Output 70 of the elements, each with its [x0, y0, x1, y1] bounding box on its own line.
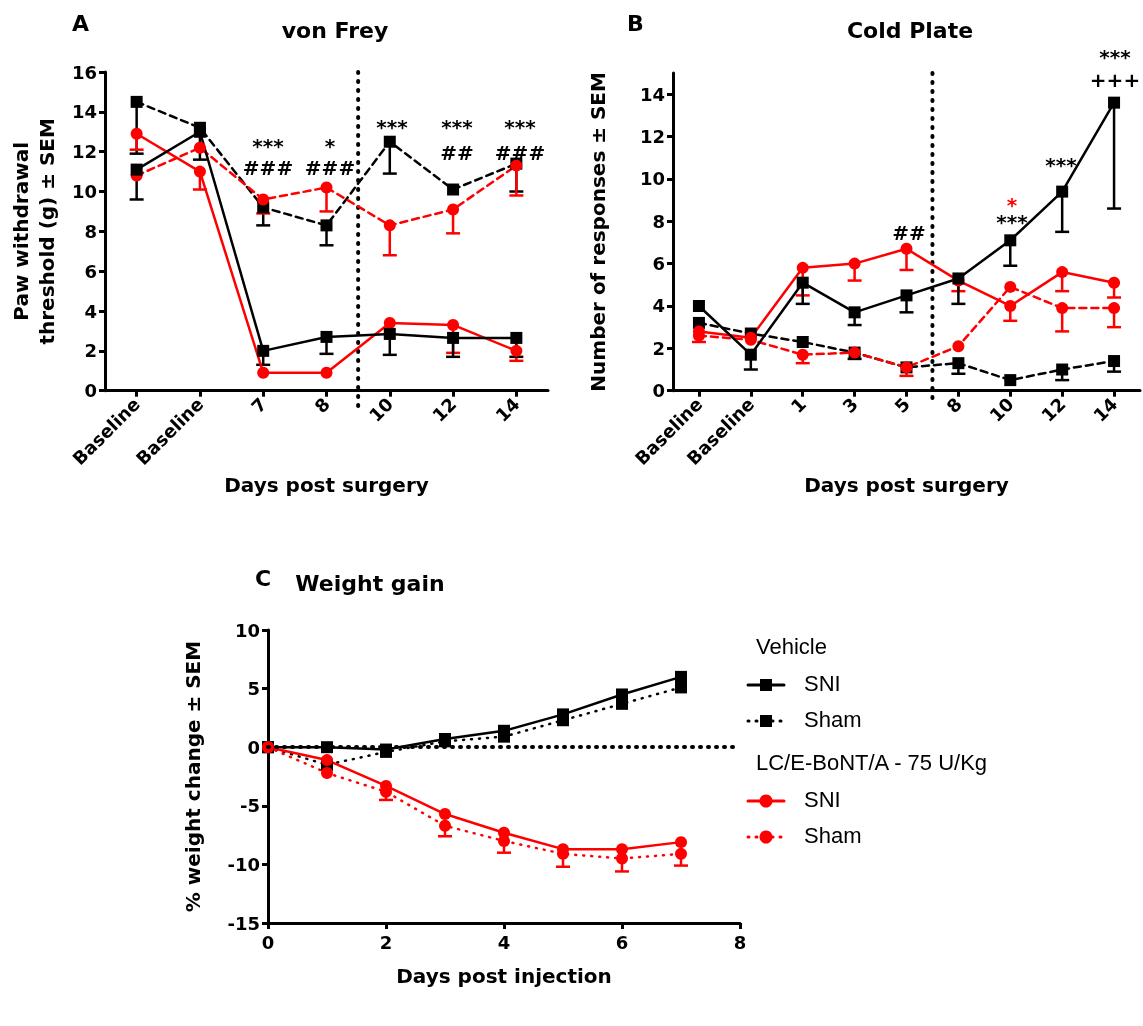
x-tick-label: 12 — [427, 393, 461, 426]
y-tick-label: 4 — [652, 295, 665, 317]
text: *** — [1099, 45, 1132, 69]
x-tick-label: 14 — [1088, 393, 1122, 426]
y-tick-label: 16 — [71, 61, 97, 83]
x-tick-label: 8 — [310, 393, 334, 417]
y-axis-title: Number of responses ± SEM — [586, 72, 610, 392]
y-tick-label: 10 — [639, 168, 665, 190]
x-tick-label: 6 — [615, 931, 629, 953]
x-tick-label: 10 — [364, 393, 398, 426]
y-tick-label: 6 — [84, 260, 97, 282]
x-tick-label: 0 — [261, 931, 275, 953]
annotation: *** — [376, 115, 409, 139]
annotation: ## — [892, 221, 926, 245]
y-tick-label: 4 — [84, 300, 97, 322]
legend-label: Sham — [804, 706, 862, 732]
x-tick-label: 10 — [985, 393, 1018, 426]
legend-label: SNI — [804, 670, 841, 696]
y-axis-title: % weight change ± SEM — [181, 640, 205, 913]
legend-title: Vehicle — [756, 633, 827, 659]
x-tick-label: 4 — [497, 931, 511, 953]
y-tick-label: 14 — [71, 101, 97, 123]
x-axis-title: Days post surgery — [804, 473, 1009, 497]
legend-label: Sham — [804, 822, 862, 848]
y-tick-label: 12 — [639, 126, 665, 148]
x-tick-label: 12 — [1037, 393, 1070, 426]
y-tick-label: 2 — [84, 340, 97, 362]
x-tick-label: 3 — [838, 393, 863, 417]
annotation: ### — [494, 141, 546, 165]
legend-label: SNI — [804, 786, 841, 812]
annotation: *** — [1045, 153, 1078, 177]
y-tick-label: 8 — [652, 210, 665, 232]
y-tick-label: 5 — [247, 678, 260, 700]
y-tick-label: 8 — [84, 220, 97, 242]
y-axis-title: Paw withdrawal threshold (g) ± SEM — [9, 118, 59, 345]
annotation: ### — [242, 156, 294, 180]
text: B — [627, 10, 644, 36]
text: C — [255, 565, 272, 591]
y-tick-label: -15 — [227, 912, 260, 934]
x-tick-label: 5 — [890, 393, 914, 417]
x-axis-title: Days post injection — [396, 964, 612, 988]
x-tick-label: 14 — [491, 393, 524, 426]
chart-title: Cold Plate — [846, 17, 974, 43]
annotation: *** — [252, 134, 285, 158]
annotation: *** — [441, 115, 474, 139]
y-tick-label: 14 — [639, 83, 665, 105]
annotation: ## — [440, 141, 474, 165]
text: A — [72, 10, 90, 36]
y-tick-label: 0 — [247, 736, 260, 758]
x-axis-title: Days post surgery — [224, 473, 429, 497]
y-tick-label: 2 — [652, 337, 665, 359]
y-tick-label: 12 — [71, 141, 97, 163]
x-tick-label: 2 — [379, 931, 393, 953]
y-tick-label: -10 — [227, 853, 260, 875]
text: LC/E-BoNT/A - 75 U/Kg — [756, 749, 988, 775]
annotation: +++ — [1089, 68, 1141, 92]
x-tick-label: 7 — [246, 393, 271, 417]
annotation: * — [324, 134, 336, 158]
annotation: *** — [504, 115, 537, 139]
x-tick-label: 8 — [942, 393, 966, 417]
annotation: ### — [304, 156, 356, 180]
annotation: *** — [996, 210, 1029, 234]
x-tick-label: 1 — [786, 393, 811, 417]
chart-title: von Frey — [281, 17, 389, 43]
y-tick-label: 10 — [234, 619, 260, 641]
y-tick-label: -5 — [240, 795, 260, 817]
y-tick-label: 6 — [652, 253, 665, 275]
x-tick-label: 8 — [733, 931, 747, 953]
chart-title: Weight gain — [295, 570, 445, 596]
y-tick-label: 10 — [71, 181, 97, 203]
